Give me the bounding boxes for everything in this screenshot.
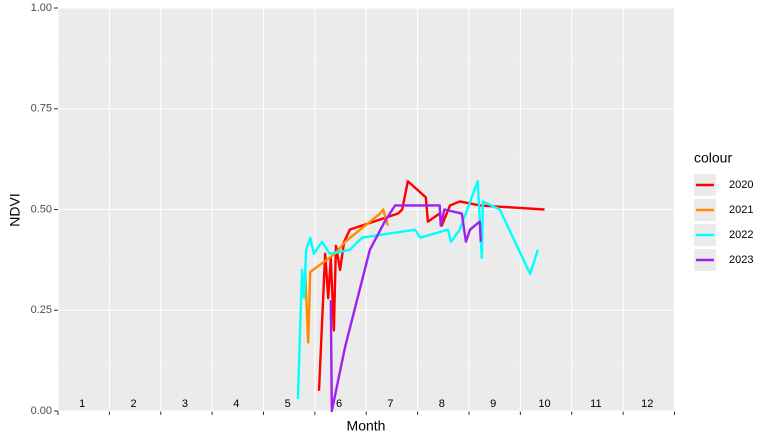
legend-label: 2023 bbox=[729, 254, 753, 266]
legend-label: 2020 bbox=[729, 179, 753, 191]
month-label: 9 bbox=[490, 398, 496, 410]
y-tick-label: 0.25 bbox=[31, 304, 52, 316]
month-label: 2 bbox=[130, 398, 136, 410]
month-label: 1 bbox=[79, 398, 85, 410]
month-label: 8 bbox=[439, 398, 445, 410]
month-label: 3 bbox=[182, 398, 188, 410]
legend-label: 2021 bbox=[729, 204, 753, 216]
series-line bbox=[329, 204, 483, 413]
series-line bbox=[303, 208, 389, 344]
month-label: 10 bbox=[538, 398, 550, 410]
y-tick-label: 0.50 bbox=[31, 203, 52, 215]
month-label: 12 bbox=[641, 398, 653, 410]
legend-title: colour bbox=[694, 150, 732, 166]
legend-label: 2022 bbox=[729, 229, 753, 241]
month-label: 7 bbox=[387, 398, 393, 410]
series-line bbox=[317, 180, 545, 391]
x-axis-title: Month bbox=[347, 418, 386, 434]
y-axis-title: NDVI bbox=[7, 193, 23, 226]
month-label: 11 bbox=[590, 398, 601, 410]
y-tick-label: 0.00 bbox=[31, 405, 52, 417]
y-tick-label: 1.00 bbox=[31, 2, 52, 14]
month-label: 4 bbox=[233, 398, 239, 410]
series-line bbox=[296, 180, 539, 399]
month-label: 6 bbox=[336, 398, 342, 410]
y-tick-label: 0.75 bbox=[31, 103, 52, 115]
month-label: 5 bbox=[285, 398, 291, 410]
